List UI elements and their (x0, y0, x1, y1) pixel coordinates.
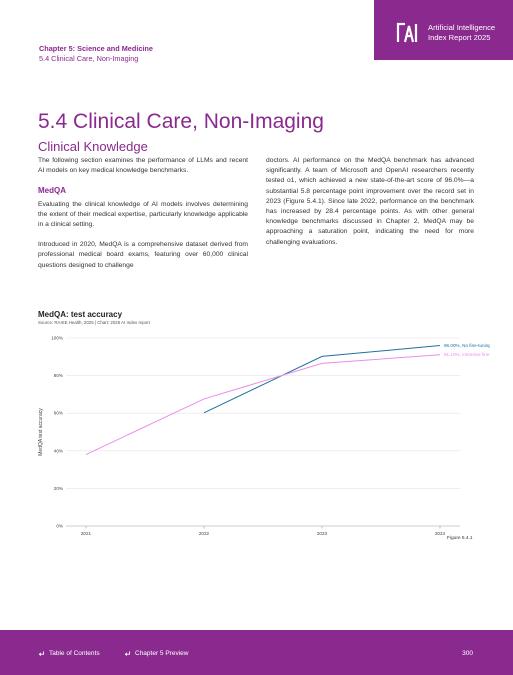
ai-index-logo-icon (396, 22, 418, 43)
y-axis-label: MedQA test accuracy (38, 408, 44, 456)
series-line (203, 345, 441, 414)
x-tick-label: 2022 (199, 531, 210, 536)
page-footer: Table of Contents Chapter 5 Preview 300 (0, 630, 513, 675)
y-tick-label: 80% (54, 373, 63, 378)
y-tick-label: 60% (54, 411, 63, 416)
brand-text: Artificial Intelligence Index Report 202… (428, 23, 495, 43)
series-end-label: 96.00%, No fine-tuning (444, 343, 490, 348)
x-tick-label: 2024 (435, 531, 446, 536)
return-arrow-icon (38, 651, 45, 656)
left-column: The following section examines the perfo… (38, 156, 248, 281)
medqa-line-chart: 0% 20% 40% 60% 80% 100% 2021 2022 2023 2024 MedQA … (38, 336, 490, 537)
toc-label: Table of Contents (49, 650, 100, 657)
medqa-paragraph-1: Evaluating the clinical knowledge of AI … (38, 200, 248, 229)
right-column: doctors. AI performance on the MedQA ben… (266, 156, 474, 258)
subsection-title: Clinical Knowledge (38, 139, 148, 154)
series-end-label: 91.10%, Intensive fine-tuning (444, 352, 490, 357)
figure-label: Figure 5.4.1 (447, 536, 473, 541)
y-tick-label: 40% (54, 448, 63, 453)
medqa-paragraph-3: doctors. AI performance on the MedQA ben… (266, 157, 474, 246)
intro-paragraph: The following section examines the perfo… (38, 157, 248, 175)
brand-line1: Artificial Intelligence (428, 23, 496, 32)
chapter-preview-label: Chapter 5 Preview (135, 650, 189, 657)
y-tick-label: 100% (51, 336, 63, 341)
series-line (85, 354, 441, 456)
y-tick-label: 0% (56, 524, 63, 529)
x-tick-label: 2021 (81, 531, 92, 536)
page-number: 300 (462, 650, 473, 657)
table-of-contents-link[interactable]: Table of Contents (38, 650, 100, 657)
chart-source: Source: RAISE Health, 2025 | Chart: 2025… (38, 320, 150, 325)
chapter-name: Chapter 5: Science and Medicine (39, 44, 153, 53)
ai-index-brand: Artificial Intelligence Index Report 202… (374, 0, 513, 60)
section-title: 5.4 Clinical Care, Non-Imaging (38, 110, 324, 133)
chapter-header: Chapter 5: Science and Medicine 5.4 Clin… (39, 44, 153, 64)
x-tick-label: 2023 (317, 531, 328, 536)
brand-line2: Index Report 2025 (428, 33, 491, 42)
y-tick-label: 20% (54, 486, 63, 491)
chapter-preview-link[interactable]: Chapter 5 Preview (124, 650, 188, 657)
section-name: 5.4 Clinical Care, Non-Imaging (39, 54, 139, 63)
medqa-paragraph-2: Introduced in 2020, MedQA is a comprehen… (38, 241, 248, 269)
medqa-heading: MedQA (38, 186, 66, 196)
chart-title: MedQA: test accuracy (38, 310, 123, 319)
return-arrow-icon (124, 651, 131, 656)
